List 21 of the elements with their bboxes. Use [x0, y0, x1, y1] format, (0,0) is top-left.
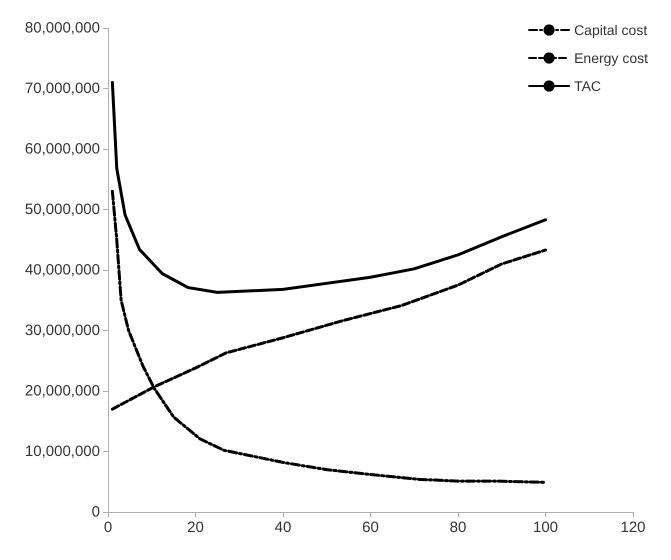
line-series [110, 80, 547, 294]
x-tick-label: 80 [450, 519, 466, 536]
legend-label: Energy cost [574, 50, 648, 66]
y-tick-label: 50,000,000 [24, 201, 100, 218]
y-tick-label: 40,000,000 [24, 262, 100, 278]
x-tick-label: 40 [274, 519, 292, 536]
legend-label: TAC [574, 78, 602, 94]
y-tick-label: 30,000,000 [24, 322, 100, 339]
x-tick-label: 60 [362, 519, 379, 536]
x-tick-label: 20 [187, 519, 204, 536]
x-tick-label: 100 [532, 519, 558, 536]
y-tick-label: 20,000,000 [24, 382, 100, 400]
legend-label: Capital cost [574, 22, 648, 38]
y-tick-label: 0 [92, 504, 100, 520]
y-tick-label: 10,000,000 [24, 443, 100, 460]
y-tick-label: 80,000,000 [24, 20, 100, 36]
x-tick-label: 0 [104, 519, 112, 536]
y-tick-label: 60,000,000 [24, 140, 100, 158]
x-tick-label: 120 [620, 519, 646, 536]
y-tick-label: 70,000,000 [24, 80, 100, 97]
line-series [110, 190, 547, 484]
